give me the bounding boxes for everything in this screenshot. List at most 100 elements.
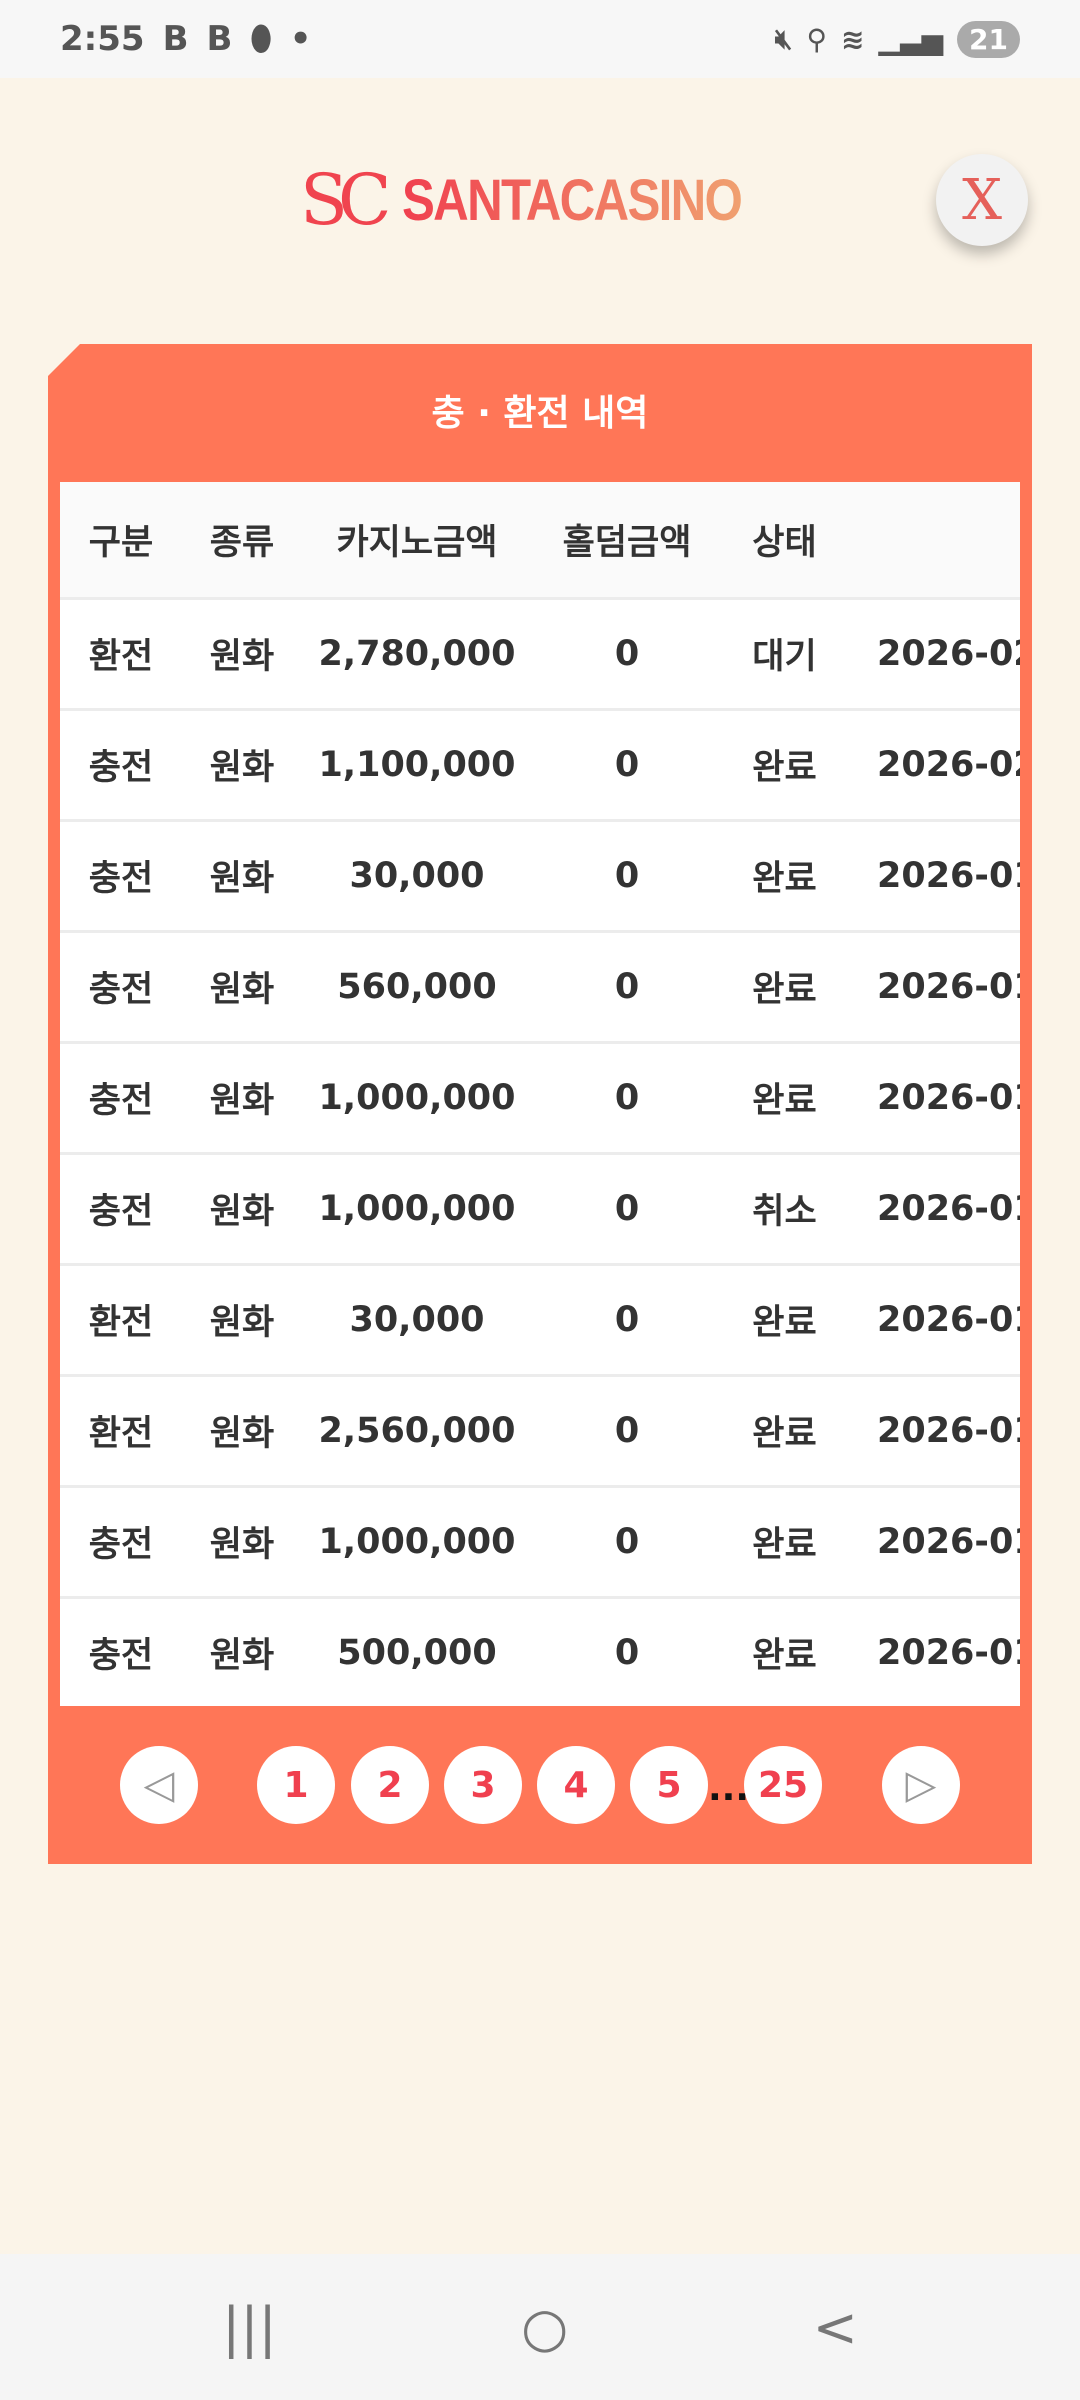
back-button[interactable]: < <box>812 2295 858 2359</box>
cell-holdem-amount: 0 <box>532 1042 722 1155</box>
next-page-button[interactable]: ▷ <box>882 1746 960 1824</box>
col-casino-amount: 카지노금액 <box>302 482 532 600</box>
cell-casino-amount: 1,100,000 <box>302 709 532 822</box>
col-holdem-amount: 홀덤금액 <box>532 482 722 600</box>
pill-icon: ⬮ <box>250 19 272 59</box>
cell-currency: 원화 <box>182 820 302 933</box>
cell-status: 완료 <box>722 1375 847 1488</box>
logo-text: SANTACASINO <box>401 167 743 233</box>
cell-casino-amount: 1,000,000 <box>302 1042 532 1155</box>
system-nav-bar: ||| ○ < <box>0 2254 1080 2400</box>
cell-holdem-amount: 0 <box>532 820 722 933</box>
page-2-button[interactable]: 2 <box>351 1746 429 1824</box>
page-5-button[interactable]: 5 <box>630 1746 708 1824</box>
cell-holdem-amount: 0 <box>532 931 722 1044</box>
cell-type: 충전 <box>60 709 182 822</box>
col-currency: 종류 <box>182 482 302 600</box>
b-app-icon: B <box>206 19 233 59</box>
cell-currency: 원화 <box>182 709 302 822</box>
logo: SC SANTACASINO <box>300 159 801 241</box>
cell-casino-amount: 560,000 <box>302 931 532 1044</box>
cell-date: 2026-01 <box>847 1375 1020 1488</box>
cell-date: 2026-01 <box>847 1264 1020 1377</box>
history-table: 구분 종류 카지노금액 홀덤금액 상태 환전 원화 2,780,000 0 대기 2026… <box>60 482 1020 1706</box>
cell-casino-amount: 30,000 <box>302 820 532 933</box>
cell-date: 2026-01 <box>847 1486 1020 1599</box>
cell-date: 2026-01 <box>847 931 1020 1044</box>
cell-type: 충전 <box>60 1042 182 1155</box>
cell-holdem-amount: 0 <box>532 1486 722 1599</box>
cell-type: 충전 <box>60 931 182 1044</box>
cell-date: 2026-02 <box>847 709 1020 822</box>
page-4-button[interactable]: 4 <box>537 1746 615 1824</box>
home-button[interactable]: ○ <box>521 2295 569 2359</box>
cell-date: 2026-02 <box>847 598 1020 711</box>
dot-icon: • <box>289 19 312 59</box>
page-3-button[interactable]: 3 <box>444 1746 522 1824</box>
col-type: 구분 <box>60 482 182 600</box>
cell-currency: 원화 <box>182 1486 302 1599</box>
cell-currency: 원화 <box>182 1153 302 1266</box>
cell-holdem-amount: 0 <box>532 1375 722 1488</box>
status-bar: 2:55 B B ⬮ • 🔇︎ ⚲ ≋ ▁▃▅ 21 <box>0 0 1080 78</box>
cell-holdem-amount: 0 <box>532 709 722 822</box>
cell-type: 충전 <box>60 1597 182 1706</box>
cell-currency: 원화 <box>182 1597 302 1706</box>
cell-casino-amount: 2,780,000 <box>302 598 532 711</box>
history-table-scroll[interactable]: 구분 종류 카지노금액 홀덤금액 상태 환전 원화 2,780,000 0 대기 2026… <box>60 482 1020 1706</box>
pagination-ellipsis: ... <box>708 1768 750 1809</box>
b-app-icon: B <box>162 19 189 59</box>
cell-status: 완료 <box>722 820 847 933</box>
cell-status: 완료 <box>722 931 847 1044</box>
cell-status: 완료 <box>722 1597 847 1706</box>
cell-status: 완료 <box>722 1042 847 1155</box>
cell-status: 취소 <box>722 1153 847 1266</box>
cell-casino-amount: 2,560,000 <box>302 1375 532 1488</box>
cell-casino-amount: 1,000,000 <box>302 1486 532 1599</box>
battery-icon: 21 <box>957 20 1020 58</box>
page-last-button[interactable]: 25 <box>744 1746 822 1824</box>
prev-page-button[interactable]: ◁ <box>120 1746 198 1824</box>
cell-status: 대기 <box>722 598 847 711</box>
cell-date: 2026-01 <box>847 1042 1020 1155</box>
col-status: 상태 <box>722 482 847 600</box>
cell-date: 2026-01 <box>847 1597 1020 1706</box>
cell-status: 완료 <box>722 1486 847 1599</box>
signal-icon: ▁▃▅ <box>878 22 944 56</box>
location-icon: ⚲ <box>806 22 827 56</box>
clock: 2:55 <box>60 19 145 59</box>
wifi-icon: ≋ <box>840 22 865 56</box>
close-button[interactable]: X <box>936 154 1028 246</box>
cell-casino-amount: 500,000 <box>302 1597 532 1706</box>
cell-date: 2026-01 <box>847 1153 1020 1266</box>
cell-currency: 원화 <box>182 1264 302 1377</box>
cell-date: 2026-01 <box>847 820 1020 933</box>
cell-currency: 원화 <box>182 1042 302 1155</box>
page-1-button[interactable]: 1 <box>257 1746 335 1824</box>
table-header-row: 구분 종류 카지노금액 홀덤금액 상태 <box>60 482 1020 600</box>
cell-type: 환전 <box>60 1264 182 1377</box>
mute-icon: 🔇︎ <box>774 22 793 55</box>
cell-holdem-amount: 0 <box>532 1264 722 1377</box>
cell-type: 충전 <box>60 1486 182 1599</box>
panel-title: 충 · 환전 내역 <box>431 393 649 434</box>
logo-mark: SC <box>300 159 391 241</box>
cell-currency: 원화 <box>182 1375 302 1488</box>
cell-type: 환전 <box>60 598 182 711</box>
cell-status: 완료 <box>722 709 847 822</box>
cell-casino-amount: 30,000 <box>302 1264 532 1377</box>
col-date <box>847 482 1020 600</box>
cell-type: 충전 <box>60 1153 182 1266</box>
cell-currency: 원화 <box>182 598 302 711</box>
transaction-history-panel: 충 · 환전 내역 구분 종류 카지노금액 홀덤금액 상태 환전 원화 2,780,… <box>48 344 1032 1864</box>
recents-button[interactable]: ||| <box>222 2295 277 2359</box>
